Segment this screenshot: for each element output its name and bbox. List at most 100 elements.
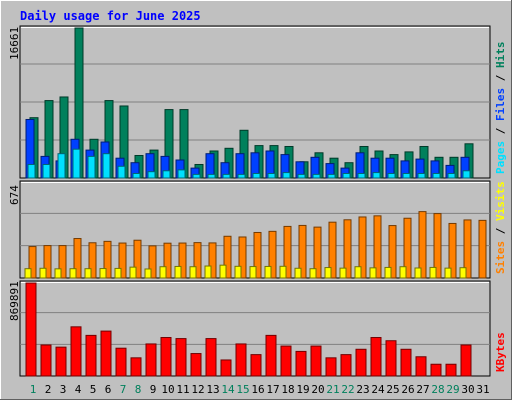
- bar-pages-day-23: [357, 172, 366, 179]
- bar-kbytes-day-3: [55, 346, 67, 377]
- bar-kbytes-day-23: [355, 348, 367, 377]
- bar-kbytes-day-12: [190, 353, 202, 377]
- bar-kbytes-day-19: [295, 350, 307, 377]
- bar-pages-day-6: [102, 153, 111, 179]
- bar-visits-day-27: [414, 267, 422, 279]
- bar-visits-day-7: [114, 267, 122, 279]
- bar-visits-day-16: [249, 266, 257, 279]
- bar-visits-day-5: [84, 268, 92, 279]
- day-label-28: 28: [431, 383, 444, 396]
- bar-pages-day-3: [57, 153, 66, 179]
- bar-kbytes-day-16: [250, 354, 262, 377]
- bar-sites-day-28: [433, 213, 442, 279]
- bar-visits-day-20: [309, 268, 317, 279]
- bar-pages-day-18: [282, 172, 291, 179]
- bar-kbytes-day-15: [235, 343, 247, 377]
- bar-sites-day-19: [298, 224, 307, 279]
- bar-pages-day-2: [42, 163, 51, 179]
- bar-pages-day-17: [267, 172, 276, 179]
- bar-kbytes-day-20: [310, 345, 322, 377]
- bar-kbytes-day-18: [280, 345, 292, 377]
- day-label-3: 3: [60, 383, 67, 396]
- bar-kbytes-day-26: [400, 348, 412, 377]
- bar-visits-day-13: [204, 265, 212, 279]
- bar-pages-day-19: [297, 173, 306, 179]
- day-label-16: 16: [251, 383, 264, 396]
- bar-sites-day-11: [178, 242, 187, 279]
- bar-kbytes-day-14: [220, 359, 232, 377]
- legend-entry-kbytes: KBytes: [494, 332, 507, 372]
- bar-sites-day-20: [313, 226, 322, 279]
- bar-pages-day-25: [387, 172, 396, 179]
- bar-sites-day-2: [43, 245, 52, 279]
- bar-sites-day-22: [343, 219, 352, 279]
- bar-kbytes-day-2: [40, 344, 52, 377]
- bar-sites-day-16: [253, 231, 262, 279]
- bar-pages-day-29: [447, 172, 456, 179]
- bar-sites-day-12: [193, 242, 202, 279]
- bar-pages-day-4: [72, 148, 81, 179]
- y-max-label-visits-sites: 674: [8, 185, 21, 205]
- day-label-11: 11: [176, 383, 189, 396]
- bar-sites-day-26: [403, 217, 412, 279]
- legend-hits-files-pages: Pages / Files / Hits: [494, 42, 507, 175]
- bar-kbytes-day-13: [205, 338, 217, 377]
- legend-visits-sites: Sites / Visits: [494, 181, 507, 274]
- legend-entry-sites: Sites: [494, 241, 507, 274]
- bar-visits-day-22: [339, 267, 347, 279]
- day-label-27: 27: [416, 383, 429, 396]
- y-max-label-kbytes: 869891: [8, 281, 21, 321]
- bar-kbytes-day-25: [385, 340, 397, 377]
- legend-entry-pages: Pages: [494, 141, 507, 174]
- bar-sites-day-10: [163, 242, 172, 279]
- day-label-23: 23: [356, 383, 369, 396]
- bar-visits-day-9: [144, 268, 152, 279]
- day-label-14: 14: [221, 383, 235, 396]
- bar-pages-day-15: [237, 173, 246, 179]
- bar-kbytes-day-10: [160, 337, 172, 377]
- bar-kbytes-day-29: [445, 363, 457, 377]
- legend-entry-files: Files: [494, 88, 507, 121]
- legend-separator: /: [494, 221, 507, 241]
- bar-sites-day-13: [208, 242, 217, 279]
- day-label-30: 30: [461, 383, 474, 396]
- bar-sites-day-23: [358, 216, 367, 279]
- day-label-9: 9: [150, 383, 157, 396]
- day-label-15: 15: [236, 383, 249, 396]
- day-label-26: 26: [401, 383, 414, 396]
- day-label-19: 19: [296, 383, 309, 396]
- bar-visits-day-4: [69, 268, 77, 279]
- chart-title: Daily usage for June 2025: [20, 9, 201, 23]
- day-label-25: 25: [386, 383, 399, 396]
- day-label-10: 10: [161, 383, 174, 396]
- y-max-label-hits-files-pages: 16661: [8, 27, 21, 60]
- bar-sites-day-17: [268, 230, 277, 279]
- bar-sites-day-9: [148, 245, 157, 279]
- bar-pages-day-5: [87, 155, 96, 179]
- bar-visits-day-10: [159, 266, 167, 279]
- bar-sites-day-24: [373, 215, 382, 279]
- bar-kbytes-day-11: [175, 338, 187, 377]
- day-label-31: 31: [476, 383, 489, 396]
- bar-sites-day-3: [58, 245, 67, 279]
- day-label-12: 12: [191, 383, 204, 396]
- bar-pages-day-12: [192, 173, 201, 179]
- bar-pages-day-14: [222, 173, 231, 179]
- bar-pages-day-27: [417, 172, 426, 179]
- day-labels: 1 2 3 4 5 6 7 8 9 10 11 12 13 14 15 16 17 18 19 20 21 22 23 24 2…: [30, 383, 490, 396]
- bar-visits-day-2: [39, 267, 47, 279]
- legends: Pages / Files / Hits Sites / Visits KBytes: [494, 42, 507, 373]
- legend-entry-visits: Visits: [494, 181, 507, 221]
- bar-sites-day-1: [28, 246, 37, 279]
- bar-kbytes-day-21: [325, 357, 337, 377]
- panel-visits-sites: [19, 180, 491, 279]
- bar-sites-day-21: [328, 221, 337, 279]
- bar-visits-day-17: [264, 265, 272, 279]
- y-axis-max-labels: 16661 674 869891: [8, 27, 21, 321]
- legend-separator: /: [494, 68, 507, 88]
- legend-kbytes: KBytes: [494, 332, 507, 372]
- day-label-22: 22: [341, 383, 354, 396]
- bar-sites-day-5: [88, 242, 97, 279]
- bar-visits-day-29: [444, 267, 452, 279]
